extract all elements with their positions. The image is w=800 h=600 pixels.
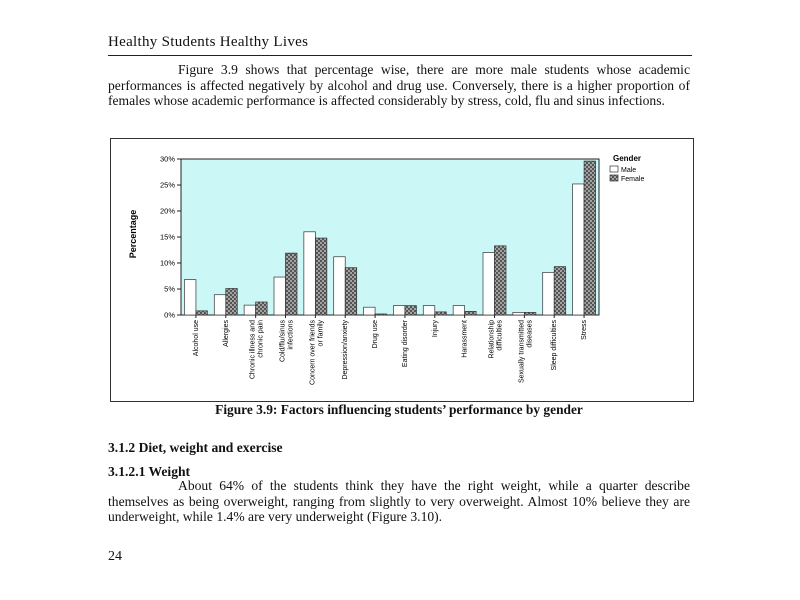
legend: Gender Male Female: [609, 154, 644, 183]
subsection-heading: 3.1.2.1 Weight: [108, 464, 191, 479]
intro-paragraph: Figure 3.9 shows that percentage wise, t…: [108, 62, 690, 109]
figure-caption: Figure 3.9: Factors influencing students…: [215, 402, 583, 417]
x-tick-label: Cold/flu/sinusinfections: [280, 320, 295, 363]
x-tick-label: Injury: [432, 320, 439, 338]
bar-female: [494, 245, 507, 316]
y-tick-label: 10%: [160, 259, 175, 268]
bar-male: [213, 294, 227, 316]
bar-male: [333, 256, 346, 316]
legend-swatch-male: [609, 165, 619, 173]
x-tick-label: Chronic illness andchronic pain: [250, 320, 265, 379]
bar-female: [195, 310, 208, 316]
x-tick-label: Drug use: [372, 320, 379, 349]
x-tick-label: Depression/anxiety: [342, 320, 349, 380]
x-tick-label: Sleep difficulties: [551, 320, 558, 371]
legend-label-female: Female: [621, 176, 644, 183]
y-tick-label: 30%: [160, 155, 175, 164]
x-tick-label: Relationshipdifficulties: [489, 320, 504, 359]
bar-male: [572, 183, 585, 316]
y-axis: 0% 5% 10% 15% 20% 25% 30%: [160, 155, 181, 320]
x-tick-label: Sexually transmitteddiseases: [518, 320, 533, 384]
bar-female: [344, 267, 358, 316]
section-heading: 3.1.2 Diet, weight and exercise: [108, 440, 283, 455]
bar-female: [374, 313, 387, 316]
y-tick-label: 25%: [160, 181, 175, 190]
legend-title: Gender: [613, 154, 641, 163]
bar-male: [422, 305, 436, 316]
header-rule: [108, 55, 692, 56]
bar-female: [225, 288, 238, 316]
bar-male: [542, 272, 555, 316]
x-tick-label: Concern over friendsor family: [309, 320, 324, 385]
bar-male: [482, 252, 495, 316]
bar-female: [434, 311, 447, 316]
x-tick-label: Allergies: [223, 320, 230, 347]
bar-female: [404, 305, 417, 316]
bar-female: [315, 237, 328, 316]
legend-swatch-female: [609, 174, 619, 182]
weight-paragraph-text: About 64% of the students think they hav…: [108, 478, 690, 525]
bar-female: [583, 160, 596, 316]
y-tick-label: 5%: [164, 285, 175, 294]
y-tick-label: 20%: [160, 207, 175, 216]
x-tick-label: Stress: [581, 320, 588, 340]
legend-label-male: Male: [621, 167, 636, 174]
bar-series: [184, 160, 596, 316]
page-number: 24: [108, 549, 122, 564]
bar-male: [184, 279, 197, 316]
bar-male: [393, 305, 406, 316]
plot-area: [180, 158, 600, 316]
figure-3-9: 0% 5% 10% 15% 20% 25% 30% Percentage Alcohol u…: [110, 138, 694, 402]
y-tick-label: 15%: [160, 233, 175, 242]
x-axis-labels: Alcohol use Allergies Chronic illness andc…: [193, 315, 588, 385]
running-head: Healthy Students Healthy Lives: [108, 34, 309, 50]
x-tick-label: Eating disorder: [402, 319, 409, 367]
bar-chart: 0% 5% 10% 15% 20% 25% 30% Percentage Alcohol u…: [128, 154, 644, 385]
bar-male: [452, 305, 465, 316]
intro-paragraph-text: Figure 3.9 shows that percentage wise, t…: [108, 62, 690, 109]
bar-female: [285, 252, 298, 316]
bar-female: [553, 266, 567, 316]
bar-male: [243, 304, 256, 316]
y-axis-label: Percentage: [128, 210, 138, 259]
x-tick-label: Alcohol use: [193, 320, 200, 356]
bar-male: [303, 231, 316, 316]
bar-female: [255, 301, 268, 316]
y-tick-label: 0%: [164, 311, 175, 320]
bar-female: [524, 312, 537, 316]
x-tick-label: Harassment: [462, 320, 469, 358]
bar-male: [273, 276, 286, 316]
bar-male: [512, 312, 525, 316]
weight-paragraph: About 64% of the students think they hav…: [108, 478, 690, 525]
bar-male: [363, 306, 376, 316]
bar-female: [464, 311, 477, 316]
